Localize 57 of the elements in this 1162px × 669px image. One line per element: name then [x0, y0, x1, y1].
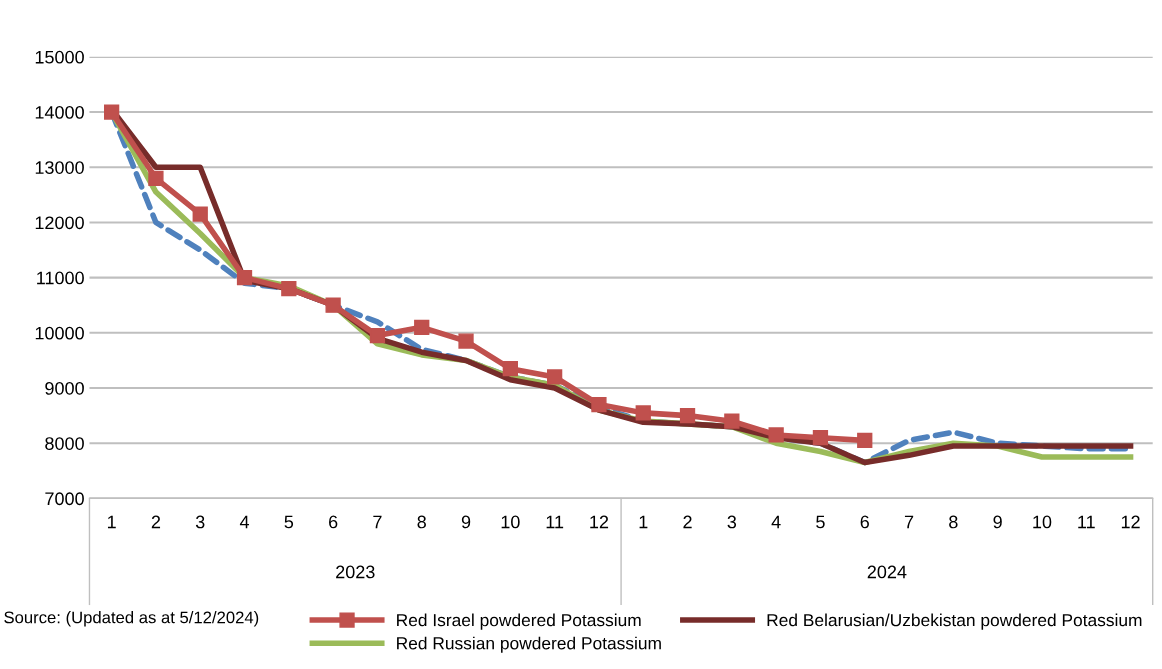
x-tick-label: 1: [639, 515, 648, 529]
x-tick-label: 3: [195, 515, 205, 529]
x-tick-label: 6: [329, 515, 338, 529]
x-tick-label: 4: [771, 515, 781, 529]
point: [281, 281, 297, 297]
legend-label: Red Russian powdered Potassium: [397, 636, 661, 653]
x-tick-label: 11: [1078, 515, 1095, 529]
x-tick-label: 6: [860, 515, 869, 529]
point: [192, 206, 208, 222]
x-tick-label: 1: [107, 515, 116, 529]
x-tick-label: 12: [590, 515, 609, 529]
point: [103, 104, 120, 120]
point: [236, 269, 253, 286]
x-tick-label: 2: [151, 515, 161, 529]
point: [414, 319, 430, 335]
y-tick-label: 7000: [45, 492, 84, 506]
x-tick-label: 8: [417, 515, 426, 529]
x-tick-label: 5: [284, 515, 294, 529]
x-tick-label: 8: [949, 515, 958, 529]
x-tick-label: 10: [501, 515, 520, 529]
point: [768, 427, 784, 443]
x-tick-label: 2: [683, 515, 692, 529]
x-tick-label: 7: [904, 515, 914, 529]
point: [724, 413, 740, 429]
point: [635, 405, 651, 421]
source-note: Source: (Updated as at 5/12/2024): [4, 611, 259, 627]
y-tick-label: 9000: [45, 381, 84, 395]
point: [502, 361, 518, 377]
x-tick-label: 3: [727, 515, 737, 529]
x-tick-label: 7: [373, 515, 382, 529]
y-tick-label: 14000: [35, 105, 84, 119]
text: 2024: [867, 565, 907, 579]
y-tick-label: 11000: [37, 271, 84, 285]
point: [857, 432, 873, 449]
y-tick-label: 13000: [35, 161, 84, 174]
point: [546, 369, 563, 385]
x-tick-label: 4: [239, 515, 250, 529]
legend-label: Red Belarusian/Uzbekistan powdered Potassium: [767, 613, 1142, 630]
x-tick-label: 5: [816, 515, 825, 529]
y-tick-label: 15000: [35, 50, 84, 64]
x-tick-label: 9: [993, 515, 1002, 529]
point: [812, 430, 829, 446]
x-tick-label: 9: [461, 515, 471, 529]
point: [325, 297, 341, 313]
text: 2023: [336, 565, 375, 579]
point: [591, 396, 607, 413]
x-tick-label: 10: [1033, 515, 1052, 529]
y-tick-label: 10000: [35, 326, 84, 340]
x-tick-label: 12: [1121, 515, 1140, 529]
point: [369, 327, 386, 344]
point: [148, 170, 164, 186]
y-tick-label: 8000: [45, 437, 84, 450]
point: [679, 407, 696, 424]
point: [458, 333, 474, 349]
x-tick-label: 11: [546, 515, 564, 529]
legend-label: Red Israel powdered Potassium: [397, 613, 641, 630]
y-tick-label: 12000: [35, 216, 84, 230]
